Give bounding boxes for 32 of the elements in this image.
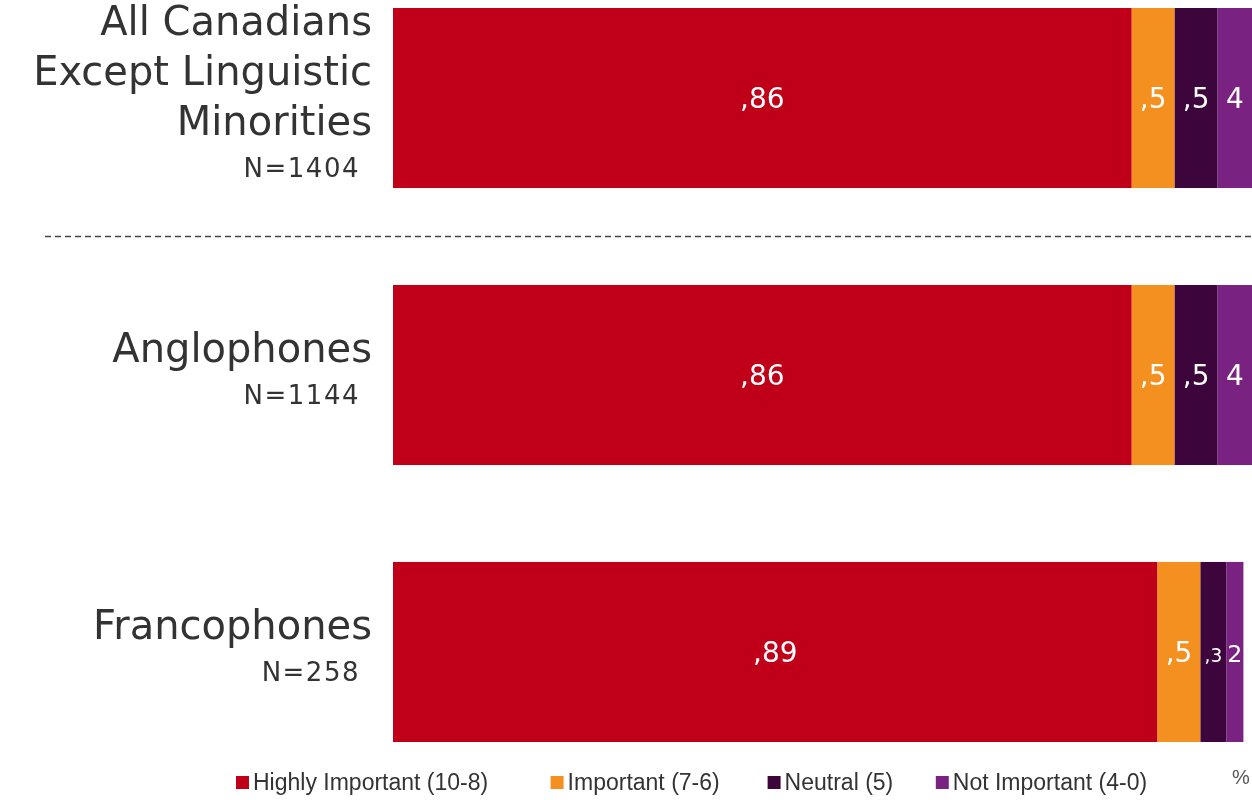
data-label: ,86 xyxy=(740,359,785,392)
legend-label: Important (7-6) xyxy=(567,769,720,795)
y-tick-label: Francophones N=258 xyxy=(93,601,372,687)
data-label: ,5 xyxy=(1182,359,1210,392)
legend-label: Neutral (5) xyxy=(784,769,894,795)
data-label: ,5 xyxy=(1165,635,1193,669)
bar xyxy=(1226,561,1244,742)
bar xyxy=(1217,284,1252,466)
bar xyxy=(393,8,1132,189)
bar xyxy=(1157,561,1201,742)
data-label: 2 xyxy=(1227,639,1243,668)
legend-label: Not Important (4-0) xyxy=(952,769,1148,795)
y-tick-label: All Canadians Except Linguistic Minorities N=1404 xyxy=(33,0,372,184)
y-tick-label: Anglophones N=1144 xyxy=(112,325,372,410)
bar xyxy=(393,561,1158,742)
data-label: ,86 xyxy=(740,82,785,116)
data-label: 4 xyxy=(1225,359,1244,392)
annotation: % xyxy=(1232,766,1250,788)
data-label: ,5 xyxy=(1139,82,1167,116)
data-label: ,5 xyxy=(1182,82,1210,116)
data-label: ,5 xyxy=(1139,359,1167,392)
bar xyxy=(1217,8,1252,189)
data-label: ,89 xyxy=(752,635,798,669)
bar xyxy=(1131,8,1175,189)
bar xyxy=(1174,284,1218,466)
bar xyxy=(1200,561,1227,742)
bar xyxy=(1174,8,1218,189)
bar xyxy=(1131,284,1175,466)
data-label: 4 xyxy=(1225,82,1244,116)
data-label: ,3 xyxy=(1204,644,1223,666)
bar xyxy=(393,284,1132,466)
legend-label: Highly Important (10-8) xyxy=(253,769,489,795)
